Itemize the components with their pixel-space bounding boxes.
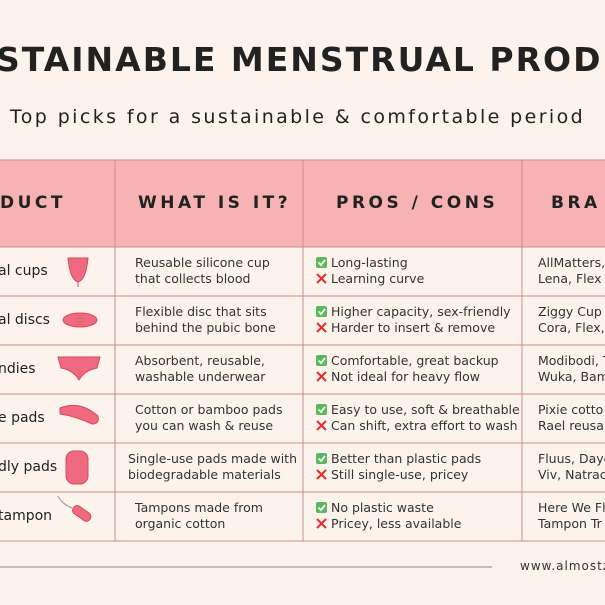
pro: Higher capacity, sex-friendly — [331, 304, 511, 319]
pro: Easy to use, soft & breathable — [331, 402, 520, 417]
product-name: al discs — [0, 311, 50, 328]
column-header: DUCT — [0, 193, 66, 213]
description: organic cotton — [135, 516, 226, 531]
product-name: ndies — [0, 360, 36, 377]
pro: Long-lasting — [331, 255, 408, 270]
pro-icon — [316, 257, 327, 268]
pro-icon — [316, 355, 327, 366]
brands: Ziggy Cup — [538, 304, 602, 319]
product-name: e pads — [0, 409, 45, 426]
brands: Rael reusab — [538, 418, 605, 433]
brands: Viv, Natrac — [538, 467, 605, 482]
con: Still single-use, pricey — [331, 467, 469, 482]
subtitle: Top picks for a sustainable & comfortabl… — [10, 106, 586, 128]
product-name: dly pads — [0, 458, 58, 475]
description: Cotton or bamboo pads — [135, 402, 283, 417]
con: Pricey, less available — [331, 516, 462, 531]
con: Learning curve — [331, 271, 425, 286]
column-header: PROS / CONS — [336, 193, 499, 213]
product-name: tampon — [0, 507, 53, 524]
description: that collects blood — [135, 271, 251, 286]
description: Tampons made from — [135, 500, 263, 515]
brands: Cora, Flex, I — [538, 320, 605, 335]
description: washable underwear — [135, 369, 266, 384]
pro: Better than plastic pads — [331, 451, 482, 466]
column-header: WHAT IS IT? — [138, 193, 292, 213]
description: you can wash & reuse — [135, 418, 274, 433]
description: Single-use pads made with — [128, 451, 298, 466]
footer-url: www.almostze — [520, 559, 605, 573]
pro-check — [317, 455, 326, 463]
pro-check — [317, 406, 326, 414]
con-icon — [316, 518, 327, 529]
description: biodegradable materials — [128, 467, 281, 482]
con: Can shift, extra effort to wash — [331, 418, 518, 433]
con-icon — [316, 371, 327, 382]
description: behind the pubic bone — [135, 320, 276, 335]
brands: Lena, Flex C — [538, 271, 605, 286]
con-icon — [316, 469, 327, 480]
description: Flexible disc that sits — [135, 304, 267, 319]
column-header: BRA — [551, 193, 601, 213]
brands: Modibodi, T — [538, 353, 605, 368]
pro-check — [317, 357, 326, 365]
pro-check — [317, 308, 326, 316]
con-icon — [316, 273, 327, 284]
table-lines — [0, 159, 605, 542]
product-name: al cups — [0, 262, 48, 279]
pro-icon — [316, 453, 327, 464]
con: Harder to insert & remove — [331, 320, 496, 335]
pro-icon — [316, 502, 327, 513]
con-icon — [316, 420, 327, 431]
brands: Fluus, Daye — [538, 451, 605, 466]
con: Not ideal for heavy flow — [331, 369, 481, 384]
description: Reusable silicone cup — [135, 255, 270, 270]
brands: AllMatters, — [538, 255, 605, 270]
product-icons — [57, 257, 101, 522]
pro: Comfortable, great backup — [331, 353, 499, 368]
description: Absorbent, reusable, — [135, 353, 265, 368]
title: STAINABLE MENSTRUAL PRODUC — [0, 40, 605, 79]
pro: No plastic waste — [331, 500, 434, 515]
pro-icon — [316, 404, 327, 415]
brands: Here We Fl — [538, 500, 605, 515]
pro-check — [317, 504, 326, 512]
pro-icon — [316, 306, 327, 317]
tampon-string — [57, 495, 73, 509]
brands: Pixie cotto — [538, 402, 604, 417]
pro-check — [317, 259, 326, 267]
con-icon — [316, 322, 327, 333]
brands: Wuka, Bam — [538, 369, 605, 384]
brands: Tampon Tr — [538, 516, 602, 531]
